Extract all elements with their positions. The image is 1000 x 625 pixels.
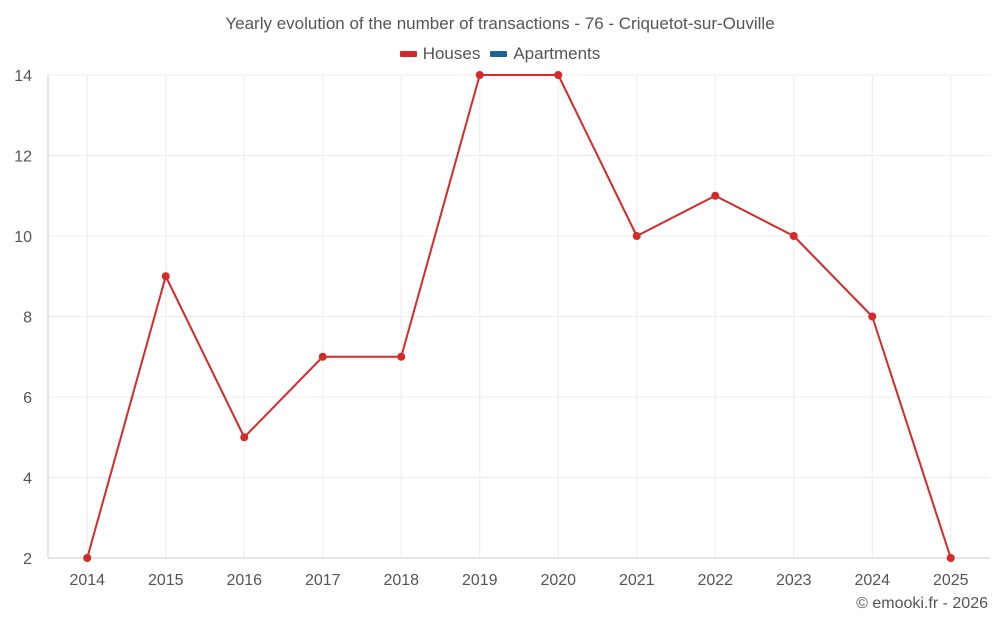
legend-swatch-houses — [399, 51, 417, 57]
chart-title: Yearly evolution of the number of transa… — [225, 14, 775, 33]
y-tick-label: 4 — [23, 471, 32, 488]
x-tick-label: 2021 — [619, 572, 655, 589]
data-point-houses[interactable] — [946, 554, 955, 562]
data-point-houses[interactable] — [475, 71, 484, 79]
data-point-houses[interactable] — [397, 352, 406, 361]
series-line-houses — [86, 74, 952, 559]
legend: Houses Apartments — [0, 44, 1000, 64]
x-tick-label: 2022 — [697, 572, 733, 589]
data-point-houses[interactable] — [83, 554, 92, 562]
legend-item-apartments[interactable]: Apartments — [490, 44, 600, 64]
x-tick-label: 2014 — [69, 572, 105, 589]
y-tick-label: 10 — [14, 229, 32, 246]
data-point-houses[interactable] — [240, 433, 249, 442]
grid-lines — [48, 74, 990, 559]
y-axis: 2 4 6 8 10 12 14 — [14, 68, 49, 568]
y-tick-label: 2 — [23, 551, 32, 568]
credit-text: © emooki.fr - 2026 — [856, 595, 988, 612]
data-point-houses[interactable] — [868, 312, 877, 321]
x-tick-label: 2017 — [305, 572, 341, 589]
legend-swatch-apartments — [490, 51, 508, 57]
x-axis: 2014 2015 2016 2017 2018 2019 2020 2021 2022 2023… — [48, 557, 990, 589]
x-tick-label: 2015 — [148, 572, 184, 589]
x-tick-label: 2018 — [383, 572, 419, 589]
y-tick-label: 8 — [23, 310, 32, 327]
y-tick-label: 6 — [23, 390, 32, 407]
x-tick-label: 2020 — [540, 572, 576, 589]
data-point-houses[interactable] — [789, 232, 798, 240]
y-tick-label: 14 — [14, 68, 32, 85]
data-point-houses[interactable] — [318, 352, 327, 361]
data-point-houses[interactable] — [161, 272, 170, 281]
data-point-houses[interactable] — [554, 71, 563, 79]
legend-label-houses: Houses — [422, 44, 481, 63]
x-tick-label: 2024 — [854, 572, 890, 589]
x-tick-label: 2019 — [462, 572, 498, 589]
x-tick-label: 2023 — [776, 572, 812, 589]
x-tick-label: 2025 — [933, 572, 969, 589]
data-point-houses[interactable] — [711, 191, 720, 200]
legend-label-apartments: Apartments — [513, 44, 601, 63]
x-tick-label: 2016 — [226, 572, 262, 589]
legend-item-houses[interactable]: Houses — [399, 44, 481, 64]
y-tick-label: 12 — [14, 149, 32, 166]
series-layer — [83, 71, 955, 562]
data-point-houses[interactable] — [632, 232, 641, 240]
